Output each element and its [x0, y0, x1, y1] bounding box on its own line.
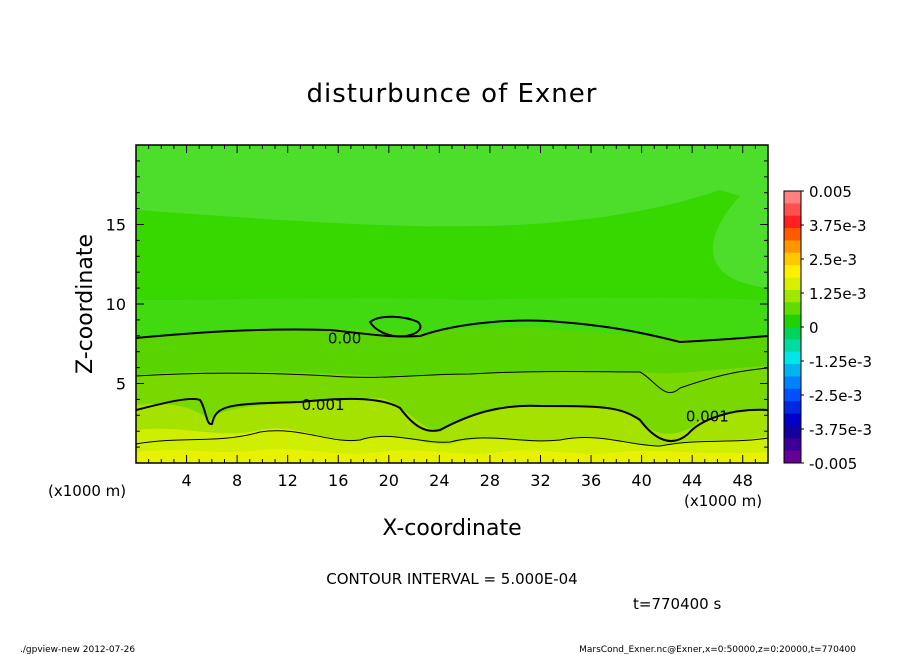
- y-axis-label: Z-coordinate: [73, 234, 98, 374]
- chart-title: disturbunce of Exner: [307, 79, 598, 109]
- colorbar-swatch: [784, 215, 801, 229]
- colorbar-label: 0: [809, 319, 819, 337]
- colorbar-label: -2.5e-3: [809, 387, 862, 405]
- colorbar-swatch: [784, 413, 801, 427]
- footer-left: ./gpview-new 2012-07-26: [20, 645, 135, 654]
- colorbar-swatch: [784, 450, 801, 464]
- contour-labels: 0.00 0.001 0.001: [302, 329, 729, 425]
- band-upper-negative: [136, 145, 768, 288]
- colorbar-swatch: [784, 265, 801, 279]
- y-axis-ticks: 5 10 15: [106, 160, 768, 448]
- colorbar-swatch: [784, 388, 801, 402]
- colorbar-label: 1.25e-3: [809, 285, 867, 303]
- footer-right: MarsCond_Exner.nc@Exner,x=0:50000,z=0:20…: [579, 645, 856, 654]
- colorbar-swatch: [784, 314, 801, 328]
- x-axis-ticks: 4 8 12 16 20 24 28 32 36 40 44 48: [148, 145, 756, 490]
- x-tick-label: 4: [181, 471, 191, 490]
- x-axis-label: X-coordinate: [382, 516, 521, 541]
- y-tick-label: 5: [116, 375, 126, 394]
- y-tick-label: 15: [106, 216, 126, 235]
- colorbar-swatch: [784, 401, 801, 415]
- x-tick-label: 32: [530, 471, 550, 490]
- contour-label: 0.00: [328, 329, 361, 347]
- x-tick-label: 44: [682, 471, 702, 490]
- colorbar-swatch: [784, 364, 801, 377]
- contour-interval-text: CONTOUR INTERVAL = 5.000E-04: [326, 570, 577, 588]
- band-near-zero: [136, 297, 768, 340]
- x-tick-label: 28: [480, 471, 500, 490]
- colorbar-swatch: [784, 289, 801, 303]
- colorbar-label: -1.25e-3: [809, 353, 872, 371]
- colorbar-swatch: [784, 240, 801, 254]
- colorbar: [783, 190, 802, 464]
- y-tick-label: 10: [106, 295, 126, 314]
- colorbar-labels: 0.005 3.75e-3 2.5e-3 1.25e-3 0 -1.25e-3 -2.5e-…: [801, 183, 872, 473]
- colorbar-swatch: [784, 351, 801, 365]
- colorbar-swatch: [784, 191, 801, 204]
- colorbar-swatch: [784, 376, 801, 390]
- colorbar-swatch: [784, 327, 801, 340]
- colorbar-swatch: [784, 252, 801, 266]
- band-positive-5: [136, 449, 768, 463]
- contour-label: 0.001: [686, 407, 729, 425]
- colorbar-label: 0.005: [809, 183, 852, 201]
- colorbar-label: -3.75e-3: [809, 421, 872, 439]
- x-tick-label: 8: [232, 471, 242, 490]
- time-label: t=770400 s: [633, 595, 721, 613]
- x-tick-label: 12: [278, 471, 298, 490]
- colorbar-swatch: [784, 277, 801, 291]
- colorbar-label: -0.005: [809, 455, 857, 473]
- x-tick-label: 40: [631, 471, 651, 490]
- contour-line-zero: [135, 319, 769, 344]
- x-tick-label: 16: [328, 471, 348, 490]
- contour-line-5e-4: [135, 367, 769, 394]
- contour-line-1-5e-3: [135, 430, 769, 447]
- x-tick-label: 48: [733, 471, 753, 490]
- x-tick-label: 20: [379, 471, 399, 490]
- contour-field: [135, 145, 769, 463]
- x-unit-label-left: (x1000 m): [48, 482, 126, 500]
- colorbar-swatch: [784, 339, 801, 353]
- x-tick-label: 24: [429, 471, 449, 490]
- colorbar-swatch: [784, 425, 801, 439]
- colorbar-swatch: [784, 438, 801, 452]
- colorbar-label: 2.5e-3: [809, 251, 857, 269]
- contour-closed-zero: [368, 315, 422, 338]
- contour-label: 0.001: [302, 396, 345, 414]
- colorbar-label: 3.75e-3: [809, 217, 867, 235]
- contour-line-1e-3: [135, 397, 769, 443]
- colorbar-swatch: [784, 302, 801, 316]
- colorbar-swatch: [784, 203, 801, 217]
- x-unit-label-right: (x1000 m): [684, 492, 762, 510]
- colorbar-swatch: [784, 228, 801, 241]
- x-tick-label: 36: [581, 471, 601, 490]
